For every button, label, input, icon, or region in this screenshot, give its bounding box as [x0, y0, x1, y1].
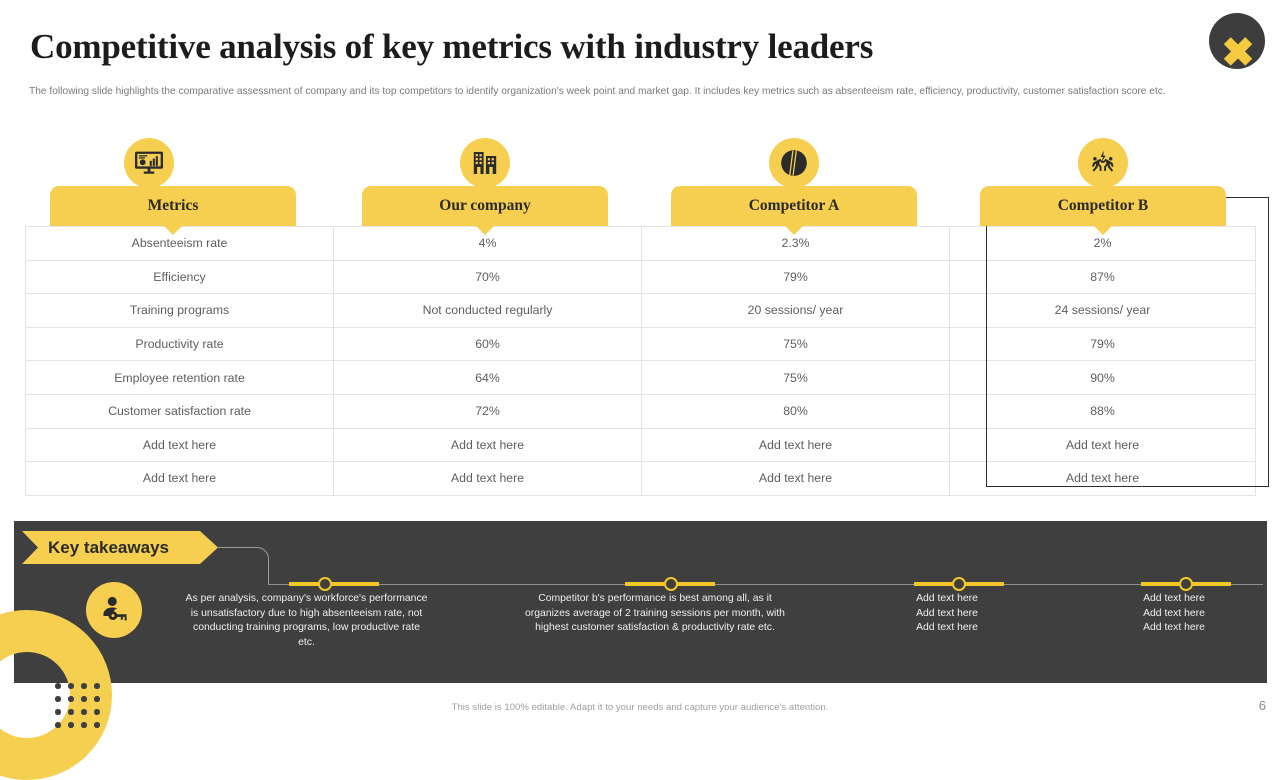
decorative-dot-grid — [55, 683, 107, 735]
header-notch — [476, 226, 494, 235]
table-row: Training programs Not conducted regularly… — [25, 293, 1256, 328]
cell-our-company: 72% — [333, 393, 642, 429]
page-number: 6 — [1258, 698, 1266, 713]
takeaway-text-2: Competitor b's performance is best among… — [525, 593, 785, 633]
cell-competitor-b: 24 sessions/ year — [949, 293, 1256, 328]
office-buildings-icon — [460, 138, 510, 188]
cell-competitor-b: 90% — [949, 360, 1256, 395]
table-row: Productivity rate 60% 75% 79% — [25, 326, 1256, 362]
close-x-icon[interactable]: ✖ — [1221, 31, 1255, 75]
cell-competitor-a: 75% — [641, 326, 950, 362]
cell-metric: Productivity rate — [25, 326, 334, 362]
table-body: Absenteeism rate 4% 2.3% 2% Efficiency 70% 79… — [25, 226, 1256, 496]
cell-competitor-b: 87% — [949, 259, 1256, 295]
table-row: Add text here Add text here Add text here A… — [25, 461, 1256, 496]
cell-metric: Customer satisfaction rate — [25, 393, 334, 429]
table-row: Employee retention rate 64% 75% 90% — [25, 360, 1256, 395]
key-takeaways-banner: Key takeaways — [22, 531, 218, 564]
cell-competitor-a: 75% — [641, 360, 950, 395]
table-header-row: Metrics Our company — [25, 138, 1255, 235]
close-button[interactable] — [1209, 13, 1265, 69]
cell-competitor-a: 79% — [641, 259, 950, 295]
dashboard-chart-monitor-icon — [124, 138, 174, 188]
table-row: Efficiency 70% 79% 87% — [25, 259, 1256, 295]
cell-competitor-a: 20 sessions/ year — [641, 293, 950, 328]
table-row: Absenteeism rate 4% 2.3% 2% — [25, 226, 1256, 261]
cell-metric: Efficiency — [25, 259, 334, 295]
cell-competitor-b: Add text here — [949, 427, 1256, 463]
column-header-our-company[interactable]: Our company — [362, 138, 608, 235]
column-header-label: Competitor B — [1057, 197, 1149, 214]
header-notch — [1094, 226, 1112, 235]
timeline-node — [1179, 577, 1193, 591]
takeaway-text-3: Add text here Add text here Add text her… — [916, 593, 978, 633]
cell-our-company: 60% — [333, 326, 642, 362]
person-with-key-icon — [86, 582, 142, 638]
timeline-node — [952, 577, 966, 591]
page-subtitle: The following slide highlights the compa… — [29, 86, 1166, 97]
cell-our-company: Add text here — [333, 461, 642, 496]
column-header-label: Metrics — [147, 197, 199, 214]
column-header-competitor-a[interactable]: Competitor A — [671, 138, 917, 235]
timeline-node — [318, 577, 332, 591]
two-faces-competition-icon — [769, 138, 819, 188]
footer-note: This slide is 100% editable. Adapt it to… — [451, 702, 829, 713]
column-header-metrics[interactable]: Metrics — [50, 138, 296, 235]
cell-metric: Training programs — [25, 293, 334, 328]
takeaways-axis-line — [268, 577, 1263, 591]
column-header-label: Competitor A — [748, 197, 840, 214]
takeaway-text-4: Add text here Add text here Add text her… — [1143, 593, 1205, 633]
banner-connector-line — [217, 547, 269, 585]
comparison-table-wrapper: Metrics Our company — [25, 138, 1269, 496]
cell-competitor-a: Add text here — [641, 427, 950, 463]
cell-our-company: Not conducted regularly — [333, 293, 642, 328]
comparison-table: Absenteeism rate 4% 2.3% 2% Efficiency 70% 79… — [25, 226, 1256, 496]
key-takeaways-panel: Key takeaways — [14, 521, 1267, 683]
cell-our-company: 64% — [333, 360, 642, 395]
cell-competitor-a: Add text here — [641, 461, 950, 496]
column-header-competitor-b[interactable]: Competitor B — [980, 138, 1226, 235]
timeline-node — [664, 577, 678, 591]
cell-competitor-b: 88% — [949, 393, 1256, 429]
node-bar — [289, 582, 379, 586]
takeaway-text-1: As per analysis, company's workforce's p… — [185, 593, 428, 648]
cell-metric: Add text here — [25, 461, 334, 496]
two-runners-race-icon — [1078, 138, 1128, 188]
cell-competitor-a: 80% — [641, 393, 950, 429]
table-row: Add text here Add text here Add text here A… — [25, 427, 1256, 463]
table-row: Customer satisfaction rate 72% 80% 88% — [25, 393, 1256, 429]
key-takeaways-label: Key takeaways — [48, 537, 169, 557]
cell-competitor-b: 79% — [949, 326, 1256, 362]
cell-competitor-b: Add text here — [949, 461, 1256, 496]
cell-metric: Employee retention rate — [25, 360, 334, 395]
header-notch — [164, 226, 182, 235]
column-header-label: Our company — [439, 197, 531, 214]
page-title: Competitive analysis of key metrics with… — [30, 27, 874, 66]
cell-metric: Add text here — [25, 427, 334, 463]
header-notch — [785, 226, 803, 235]
cell-our-company: Add text here — [333, 427, 642, 463]
cell-our-company: 70% — [333, 259, 642, 295]
